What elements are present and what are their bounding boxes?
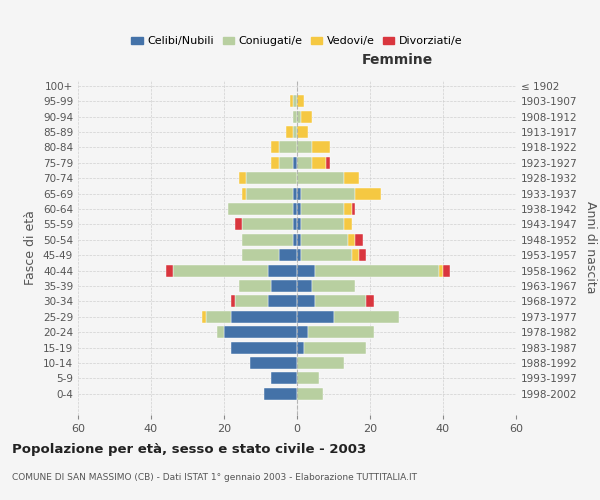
Bar (297, 126, 308, 138)
Bar (439, 264, 443, 276)
Bar (348, 234, 355, 246)
Bar (242, 234, 293, 246)
Bar (297, 249, 301, 261)
Bar (217, 326, 224, 338)
Bar (232, 296, 235, 308)
Bar (344, 218, 352, 230)
Bar (297, 142, 311, 154)
Bar (271, 280, 297, 292)
Bar (286, 126, 293, 138)
Bar (301, 110, 311, 122)
Bar (239, 172, 246, 184)
Bar (301, 249, 352, 261)
Bar (308, 326, 374, 338)
Bar (297, 388, 323, 400)
Bar (232, 311, 297, 323)
Bar (235, 296, 268, 308)
Bar (297, 234, 301, 246)
Bar (293, 126, 297, 138)
Bar (297, 188, 301, 200)
Bar (311, 157, 326, 169)
Bar (359, 249, 367, 261)
Bar (293, 157, 297, 169)
Bar (250, 357, 297, 369)
Bar (297, 110, 301, 122)
Bar (279, 249, 297, 261)
Bar (279, 157, 293, 169)
Bar (268, 264, 297, 276)
Bar (311, 142, 330, 154)
Bar (315, 296, 367, 308)
Bar (293, 234, 297, 246)
Bar (293, 95, 297, 107)
Bar (235, 218, 242, 230)
Bar (246, 172, 297, 184)
Bar (271, 142, 279, 154)
Legend: Celibi/Nubili, Coniugati/e, Vedovi/e, Divorziati/e: Celibi/Nubili, Coniugati/e, Vedovi/e, Di… (127, 32, 467, 51)
Bar (271, 157, 279, 169)
Bar (242, 188, 246, 200)
Bar (268, 296, 297, 308)
Text: Femmine: Femmine (362, 52, 433, 66)
Bar (326, 157, 330, 169)
Bar (297, 172, 344, 184)
Bar (355, 234, 362, 246)
Bar (264, 388, 297, 400)
Bar (297, 311, 334, 323)
Bar (301, 218, 344, 230)
Y-axis label: Fasce di età: Fasce di età (25, 210, 37, 285)
Bar (206, 311, 232, 323)
Bar (297, 326, 308, 338)
Bar (173, 264, 268, 276)
Y-axis label: Anni di nascita: Anni di nascita (584, 201, 597, 294)
Bar (344, 172, 359, 184)
Bar (246, 188, 293, 200)
Bar (443, 264, 450, 276)
Bar (297, 157, 311, 169)
Text: Popolazione per età, sesso e stato civile - 2003: Popolazione per età, sesso e stato civil… (12, 442, 366, 456)
Bar (290, 95, 293, 107)
Text: COMUNE DI SAN MASSIMO (CB) - Dati ISTAT 1° gennaio 2003 - Elaborazione TUTTITALI: COMUNE DI SAN MASSIMO (CB) - Dati ISTAT … (12, 472, 417, 482)
Bar (293, 110, 297, 122)
Bar (297, 357, 344, 369)
Bar (297, 296, 315, 308)
Bar (239, 280, 271, 292)
Bar (293, 203, 297, 215)
Bar (297, 95, 304, 107)
Bar (304, 342, 367, 353)
Bar (334, 311, 399, 323)
Bar (297, 280, 311, 292)
Bar (297, 203, 301, 215)
Bar (301, 234, 348, 246)
Bar (271, 372, 297, 384)
Bar (293, 188, 297, 200)
Bar (367, 296, 374, 308)
Bar (344, 203, 352, 215)
Bar (315, 264, 439, 276)
Bar (301, 188, 355, 200)
Bar (232, 342, 297, 353)
Bar (279, 142, 297, 154)
Bar (301, 203, 344, 215)
Bar (297, 342, 304, 353)
Bar (227, 203, 293, 215)
Bar (311, 280, 355, 292)
Bar (293, 218, 297, 230)
Bar (224, 326, 297, 338)
Bar (352, 249, 359, 261)
Bar (242, 249, 279, 261)
Bar (202, 311, 206, 323)
Bar (352, 203, 355, 215)
Bar (297, 264, 315, 276)
Bar (166, 264, 173, 276)
Bar (297, 372, 319, 384)
Bar (242, 218, 293, 230)
Bar (297, 218, 301, 230)
Bar (355, 188, 381, 200)
